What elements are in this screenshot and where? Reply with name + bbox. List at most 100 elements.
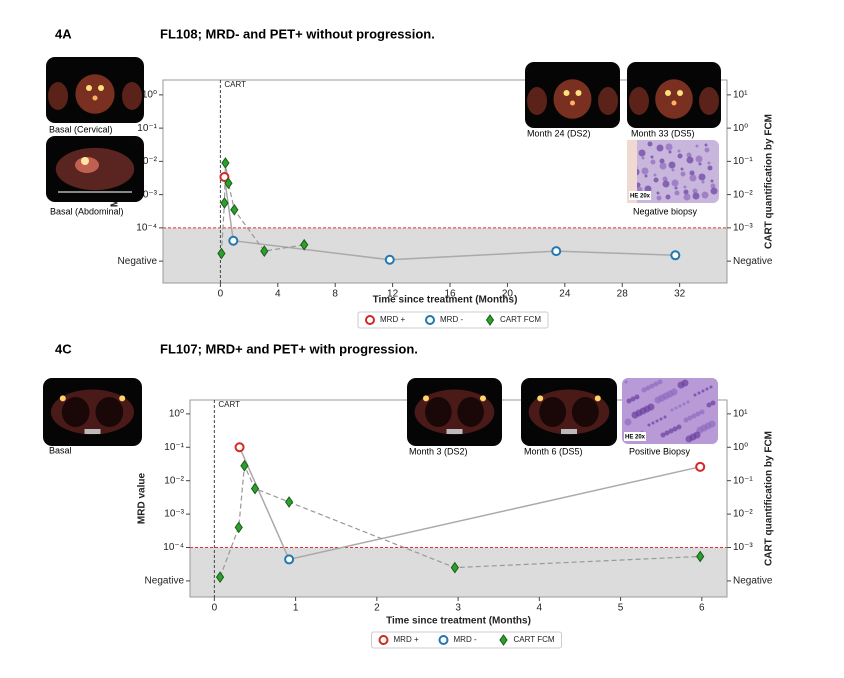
circle-marker [695,461,706,472]
x-tick-label: 0 [212,603,218,614]
cell [680,171,686,177]
image-caption: Negative biopsy [633,206,698,216]
diamond-marker [260,245,269,257]
cell [698,173,706,181]
cell [677,149,681,153]
y-tick-label: 10⁻¹ [164,442,184,453]
x-tick-label: 4 [537,603,543,614]
cell [668,161,676,169]
panel-label: 4A [55,26,72,41]
cell [683,185,687,189]
cell [695,411,701,417]
cell [706,402,712,408]
y2-tick-label: 10⁻¹ [733,475,753,486]
cell [641,167,649,175]
legend-label: MRD + [394,635,419,644]
y-tick-label: 10⁻³ [164,509,184,520]
cell [680,167,684,171]
cell [670,408,674,412]
cell [689,174,697,182]
cell [659,158,665,164]
cell [683,189,689,195]
cell [656,195,662,201]
neck [553,79,592,119]
y2-tick-label: 10⁻² [733,189,753,200]
y2-tick-label: Negative [733,576,773,587]
hot-spot [665,90,671,96]
cell [686,156,694,164]
cell [663,415,667,419]
cell [644,185,652,193]
legend-box [371,631,562,649]
x-tick-label: 20 [502,289,514,300]
legend-label: MRD - [440,315,463,324]
cell [653,173,657,177]
cell [687,415,693,421]
cell [671,168,675,172]
image-caption: Basal [49,445,72,455]
cell [630,396,636,402]
annotation-label: CART [218,400,240,409]
y2-tick-label: 10⁻³ [733,542,753,553]
cell [645,385,651,391]
neck [75,74,115,114]
image-caption: Basal (Cervical) [49,124,113,134]
cell [656,191,660,195]
cell [671,179,679,187]
x-tick-label: 2 [374,603,380,614]
image-caption: Basal (Abdominal) [50,206,124,216]
circle-marker [425,315,435,325]
hot-spot [671,100,677,106]
panel-label: 4C [55,341,72,356]
shoulder [48,82,68,110]
hot-spot [423,395,429,402]
diamond-marker [221,157,230,169]
x-tick-label: 4 [275,289,281,300]
cell [693,431,701,439]
cell [710,183,716,189]
cell [692,188,698,194]
inset-label: HE 20x [625,435,646,441]
diamond-marker [230,203,239,216]
cell [693,393,697,397]
cell [624,380,628,384]
cell [668,428,674,434]
spine [561,429,577,434]
cell [710,400,716,406]
image-caption: Month 3 (DS2) [409,446,468,456]
annotation-label: CART [224,80,246,89]
image-panel: Basal (Abdominal) [46,136,144,216]
cell [691,413,697,419]
cell [692,192,700,200]
cell [674,190,680,196]
hot-spot [98,85,104,91]
cell [686,400,690,404]
cell [641,156,645,160]
cell [709,385,713,389]
y-tick-label: 10⁻² [164,475,184,486]
image-caption: Month 24 (DS2) [527,128,591,138]
cell [701,389,705,393]
x-tick-label: 3 [455,603,461,614]
y2-axis-label: CART quantification by FCM [764,431,775,566]
cell [653,381,659,387]
shoulder [629,87,649,115]
plot-frame [162,79,728,284]
image-panel: HE 20x Positive Biopsy [622,378,718,456]
chart-panel: 4A FL108; MRD- and PET+ without progressi… [46,26,775,329]
cell [644,174,648,178]
hot-spot [81,157,89,165]
image-caption: Month 6 (DS5) [524,446,583,456]
cell [624,418,632,426]
cell [677,153,683,159]
cell [665,194,671,200]
diamond-marker [499,634,508,646]
legend-label: MRD - [454,635,477,644]
diamond-marker [224,177,233,190]
cell [655,419,659,423]
cell [674,186,678,190]
cell [649,383,655,389]
shoulder [527,87,547,115]
chart-title: FL107; MRD+ and PET+ with progression. [160,341,418,356]
